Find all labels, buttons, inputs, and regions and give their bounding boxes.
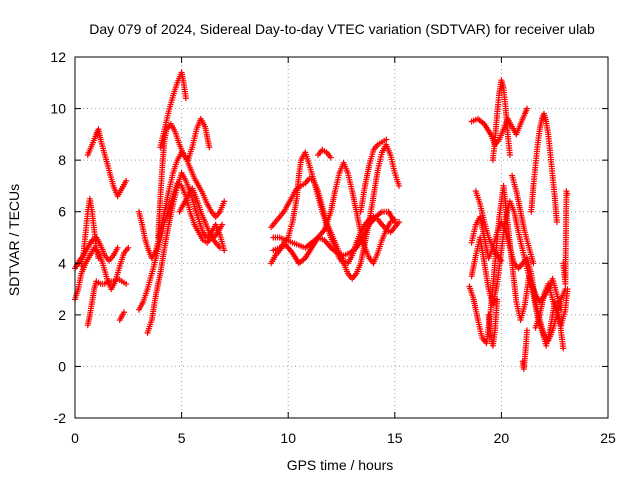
data-track [485, 296, 501, 349]
plot-frame [74, 56, 609, 419]
y-tick-label: 0 [58, 358, 66, 374]
data-track [357, 136, 390, 215]
x-axis-label: GPS time / hours [287, 457, 394, 473]
y-tick-label: 2 [58, 307, 66, 323]
data-track [489, 77, 513, 164]
data-track [315, 146, 334, 161]
chart-title: Day 079 of 2024, Sidereal Day-to-day VTE… [89, 21, 595, 37]
y-tick-label: 8 [58, 152, 66, 168]
data-track [468, 213, 569, 344]
x-tick-label: 0 [71, 430, 79, 446]
y-tick-label: -2 [54, 410, 67, 426]
data-track [270, 208, 398, 259]
data-track [84, 126, 130, 200]
x-tick-label: 5 [178, 430, 186, 446]
x-tick-label: 10 [280, 430, 296, 446]
x-tick-label: 25 [600, 430, 616, 446]
data-track [472, 188, 505, 264]
y-tick-label: 4 [58, 255, 66, 271]
y-tick-label: 12 [50, 49, 66, 65]
data-track [155, 115, 213, 241]
y-tick-label: 10 [50, 101, 66, 117]
data-track [84, 275, 130, 329]
x-tick-label: 15 [387, 430, 403, 446]
y-tick-label: 6 [58, 204, 66, 220]
y-axis-label: SDTVAR / TECUs [6, 184, 22, 296]
data-track [560, 188, 571, 287]
data-track [532, 280, 571, 331]
data-track [509, 172, 537, 267]
data-track [116, 309, 128, 323]
data-track [528, 110, 560, 226]
data-track [78, 195, 102, 269]
data-track [519, 327, 530, 372]
x-tick-label: 20 [494, 430, 510, 446]
data-track [176, 185, 226, 241]
